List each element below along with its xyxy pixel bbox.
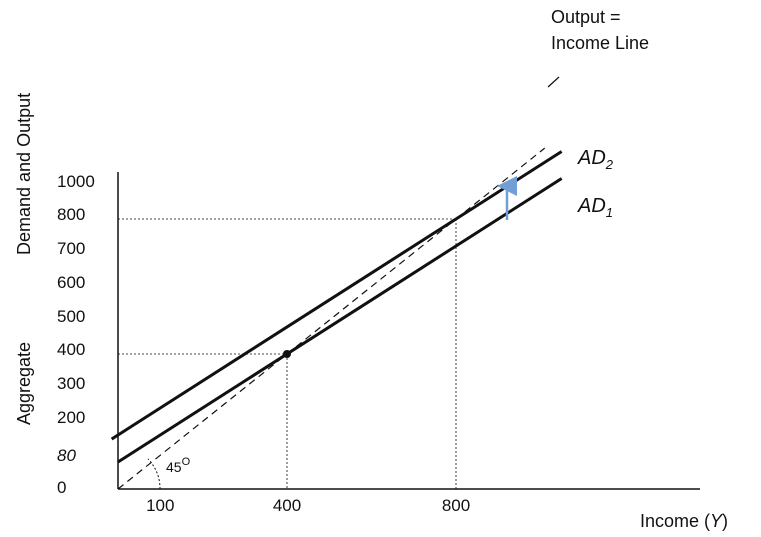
y-tick-label-700: 700	[57, 239, 85, 258]
series-line-ad1	[117, 177, 563, 464]
output-income-label-line2: Income Line	[551, 33, 649, 53]
y-tick-label-0: 0	[57, 478, 66, 497]
output-income-pointer	[547, 76, 560, 88]
output-income-label-line1: Output =	[551, 7, 621, 27]
y-tick-label-600: 600	[57, 273, 85, 292]
x-tick-labels: 100 400 800	[146, 496, 470, 515]
equilibrium-point-400	[283, 350, 291, 358]
angle-arc	[147, 458, 161, 490]
y-tick-label-200: 200	[57, 408, 85, 427]
x-tick-label-400: 400	[273, 496, 301, 515]
guide-lines	[118, 218, 457, 489]
x-tick-label-100: 100	[146, 496, 174, 515]
y-tick-label-300: 300	[57, 374, 85, 393]
x-tick-label-800: 800	[442, 496, 470, 515]
y-axis-title-line2: Demand and Output	[14, 93, 34, 255]
y-tick-label-800: 800	[57, 205, 85, 224]
y-tick-labels: 0 80 200 300 400 500 600 700 800 1000	[57, 172, 95, 497]
y-axis-title-line1: Aggregate	[14, 342, 34, 425]
y-tick-label-400: 400	[57, 340, 85, 359]
series-line-ad2	[110, 150, 563, 441]
ad1-label: AD1	[577, 195, 613, 220]
series-line-output-income-line	[117, 147, 546, 490]
ad2-label: AD2	[577, 147, 614, 172]
y-tick-label-80: 80	[57, 446, 76, 465]
angle-label: 45O	[166, 456, 191, 475]
y-tick-label-1000: 1000	[57, 172, 95, 191]
equilibrium-points	[283, 350, 291, 358]
y-tick-label-500: 500	[57, 307, 85, 326]
series-lines	[110, 147, 563, 490]
x-axis-title: Income (Y)	[640, 511, 728, 531]
